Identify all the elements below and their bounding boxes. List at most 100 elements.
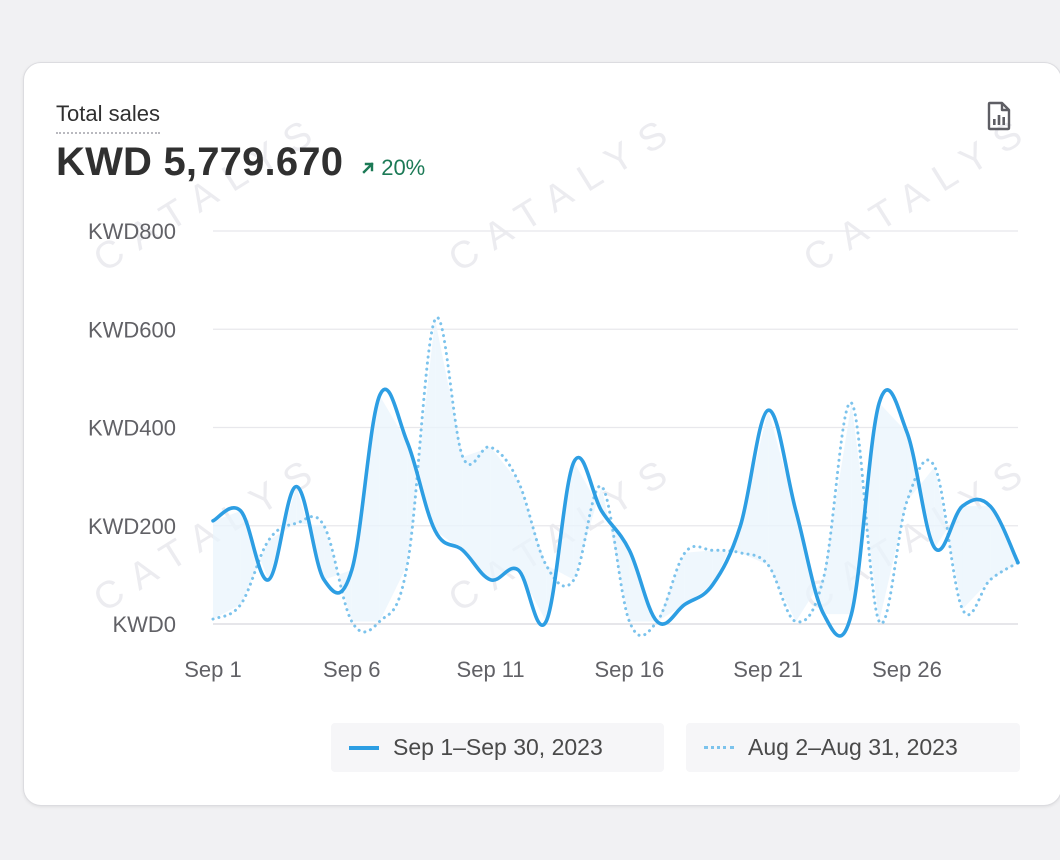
data-point-aug[interactable]: [791, 617, 801, 627]
data-point-aug[interactable]: [402, 560, 412, 570]
difference-fill: [768, 410, 796, 622]
data-point-sep[interactable]: [264, 575, 274, 585]
arrow-up-right-icon: [362, 162, 374, 174]
data-point-aug[interactable]: [819, 572, 829, 582]
data-point-aug[interactable]: [347, 617, 357, 627]
x-tick-label: Sep 16: [595, 657, 665, 682]
total-sales-card: CATALYSCATALYSCATALYSCATALYSCATALYSCATAL…: [23, 62, 1060, 806]
data-point-aug[interactable]: [236, 599, 246, 609]
data-point-aug[interactable]: [930, 462, 940, 472]
difference-fill: [435, 319, 463, 551]
legend-label-current: Sep 1–Sep 30, 2023: [393, 734, 603, 760]
difference-fill: [740, 410, 769, 566]
delta-value: 20%: [381, 155, 426, 180]
data-point-aug[interactable]: [264, 535, 274, 545]
card-header: Total sales KWD 5,779.670 20%: [56, 101, 425, 185]
difference-fill: [490, 447, 519, 580]
delta-badge: 20%: [361, 155, 425, 181]
data-point-sep[interactable]: [846, 609, 856, 619]
legend-current-period[interactable]: Sep 1–Sep 30, 2023: [331, 723, 664, 772]
data-point-aug[interactable]: [569, 575, 579, 585]
difference-fill: [879, 402, 907, 622]
data-point-sep[interactable]: [874, 398, 884, 408]
data-point-aug[interactable]: [708, 545, 718, 555]
x-tick-label: Sep 21: [733, 657, 803, 682]
x-tick-label: Sep 26: [872, 657, 942, 682]
data-point-aug[interactable]: [208, 614, 218, 624]
data-point-sep[interactable]: [347, 565, 357, 575]
data-point-sep[interactable]: [236, 506, 246, 516]
data-point-aug[interactable]: [486, 442, 496, 452]
data-point-aug[interactable]: [763, 560, 773, 570]
data-point-sep[interactable]: [569, 457, 579, 467]
data-point-aug[interactable]: [375, 617, 385, 627]
data-point-aug[interactable]: [985, 575, 995, 585]
data-point-aug[interactable]: [319, 521, 329, 531]
y-tick-label: KWD200: [88, 514, 176, 539]
data-point-sep[interactable]: [708, 580, 718, 590]
difference-fill: [351, 395, 380, 622]
data-point-sep[interactable]: [902, 427, 912, 437]
series-line-aug[interactable]: [211, 315, 1020, 637]
difference-fill: [407, 319, 436, 566]
data-point-sep[interactable]: [930, 543, 940, 553]
data-point-sep[interactable]: [513, 565, 523, 575]
y-tick-label: KWD800: [88, 219, 176, 244]
difference-fill: [684, 550, 713, 605]
difference-fill: [240, 511, 269, 605]
data-point-aug[interactable]: [624, 617, 634, 627]
data-point-sep[interactable]: [402, 437, 412, 447]
legend-label-comparison: Aug 2–Aug 31, 2023: [748, 734, 958, 760]
data-point-sep[interactable]: [291, 481, 301, 491]
legend-swatch-dotted: [704, 746, 734, 749]
data-point-aug[interactable]: [680, 548, 690, 558]
difference-fill: [990, 506, 1018, 580]
data-point-aug[interactable]: [957, 604, 967, 614]
difference-fill: [462, 447, 491, 580]
data-point-aug[interactable]: [541, 560, 551, 570]
card-title[interactable]: Total sales: [56, 101, 160, 134]
data-point-aug[interactable]: [513, 477, 523, 487]
data-point-sep[interactable]: [735, 521, 745, 531]
report-chart-icon[interactable]: [982, 99, 1016, 133]
data-point-sep[interactable]: [486, 575, 496, 585]
difference-fill: [962, 506, 991, 610]
data-point-sep[interactable]: [985, 501, 995, 511]
y-tick-label: KWD0: [112, 612, 176, 637]
data-point-sep[interactable]: [957, 501, 967, 511]
data-point-sep[interactable]: [375, 391, 385, 401]
data-point-sep[interactable]: [597, 506, 607, 516]
data-point-sep[interactable]: [541, 617, 551, 627]
x-tick-label: Sep 1: [184, 657, 242, 682]
value-row: KWD 5,779.670 20%: [56, 140, 425, 185]
data-point-aug[interactable]: [846, 398, 856, 408]
data-point-sep[interactable]: [458, 545, 468, 555]
data-point-aug[interactable]: [430, 314, 440, 324]
total-sales-value: KWD 5,779.670: [56, 140, 344, 184]
data-point-aug[interactable]: [458, 452, 468, 462]
difference-fill: [712, 525, 741, 585]
difference-fill: [213, 511, 241, 620]
data-point-sep[interactable]: [624, 545, 634, 555]
data-point-aug[interactable]: [1013, 558, 1023, 568]
data-point-sep[interactable]: [430, 526, 440, 536]
legend-swatch-solid: [349, 745, 379, 750]
data-point-sep[interactable]: [819, 609, 829, 619]
data-point-aug[interactable]: [291, 518, 301, 528]
x-tick-label: Sep 11: [457, 657, 525, 682]
x-tick-label: Sep 6: [323, 657, 381, 682]
y-tick-label: KWD600: [88, 317, 176, 342]
data-point-aug[interactable]: [902, 496, 912, 506]
data-point-aug[interactable]: [874, 617, 884, 627]
data-point-aug[interactable]: [735, 548, 745, 558]
data-point-aug[interactable]: [597, 481, 607, 491]
data-point-sep[interactable]: [680, 599, 690, 609]
data-point-aug[interactable]: [652, 617, 662, 627]
series-line-sep[interactable]: [211, 387, 1020, 638]
data-point-sep[interactable]: [319, 575, 329, 585]
difference-fill: [518, 481, 547, 622]
legend-comparison-period[interactable]: Aug 2–Aug 31, 2023: [686, 723, 1020, 772]
data-point-sep[interactable]: [763, 405, 773, 415]
data-point-sep[interactable]: [791, 506, 801, 516]
data-point-sep[interactable]: [208, 516, 218, 526]
